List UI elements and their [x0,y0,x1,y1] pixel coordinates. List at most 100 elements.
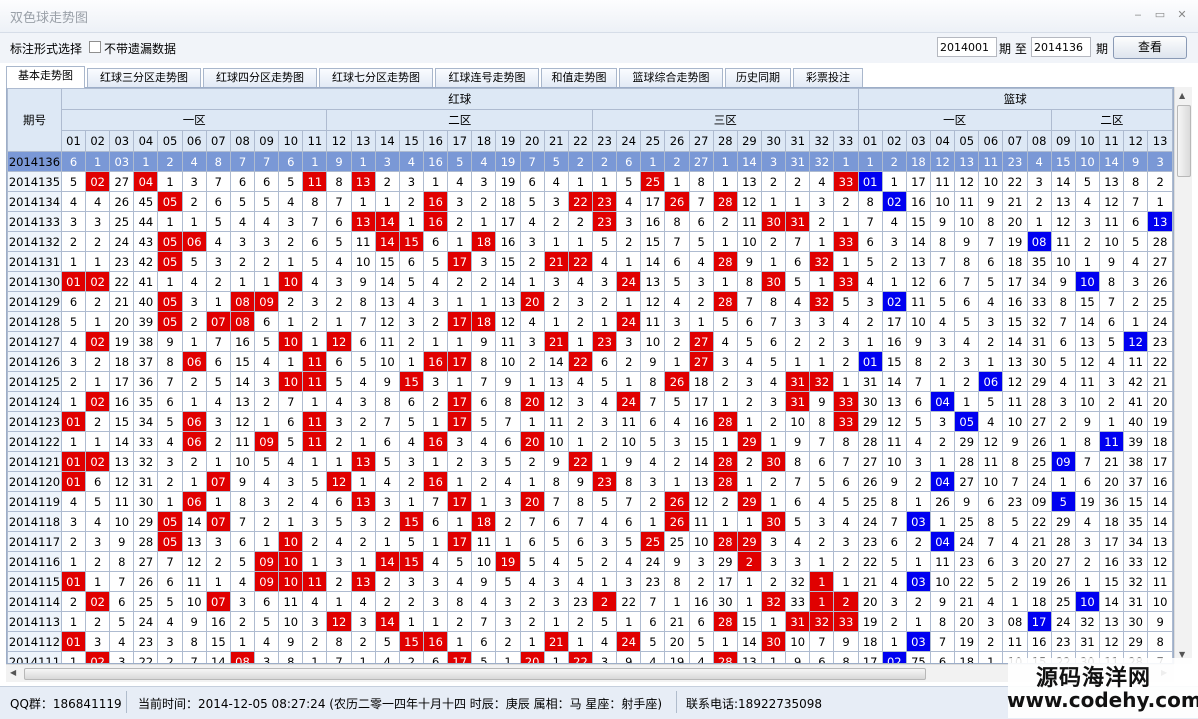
tab-1[interactable]: 红球三分区走势图 [87,68,201,87]
red-hit-cell: 10 [278,331,304,352]
table-row[interactable]: 2014111 1 02 3 22 2 7 14 08 3 8 1 7 1 4 2 6 17 5 1 20 1 22 3 9 4 1… [7,651,1173,663]
table-row[interactable]: 2014136 6 1 03 1 2 4 8 7 7 6 1 9 1 3 4 16 5 4 19 7 5 2 2 6 1 2 27 1 1… [7,151,1173,172]
tab-0[interactable]: 基本走势图 [6,66,85,88]
table-row[interactable]: 2014127 4 02 19 38 9 1 7 16 5 10 1 12 6 11 2 1 1 9 11 3 21 1 23… [7,331,1173,352]
table-row[interactable]: 2014115 01 1 7 26 6 11 1 4 09 10 11 2 13 2 3 3 4 9 5 4 3 4 1 3 23… [7,571,1173,592]
red-hit-cell: 13 [350,491,376,512]
table-row[interactable]: 2014130 01 02 22 41 1 4 2 1 1 10 4 3 9 14 5 4 2 2 14 1 3 4 3 24 1… [7,271,1173,292]
red-omit-cell: 4 [60,331,87,352]
blue-hit-cell: 03 [905,631,931,652]
no-omission-checkbox[interactable] [89,41,101,53]
qq-group: QQ群：186841119 [10,697,122,711]
blue-omit-cell: 20 [1098,471,1125,492]
table-row[interactable]: 2014126 3 2 18 37 8 06 6 15 4 1 11 6 5 10 1 16 17 8 10 2 14 22… [7,351,1173,372]
table-row[interactable]: 2014121 01 02 13 32 3 2 1 10 5 4 1 1 13 5 3 1 2 3 5 2 9 22 1 9 4 2… [7,451,1173,472]
table-row[interactable]: 2014128 5 1 20 39 05 2 07 08 6 1 2 1 7 12 3 2 17 18 12 4 1 2 1 2… [7,311,1173,332]
table-row[interactable]: 2014120 01 6 12 31 2 1 07 9 4 3 5 12 1 4 2 16 1 2 4 1 8 9 23 8 3 1… [7,471,1173,492]
red-omit-cell: 6 [567,531,594,552]
red-omit-cell: 6 [809,651,835,663]
scroll-up-icon[interactable]: ▲ [1179,91,1186,100]
table-row[interactable]: 2014117 2 3 9 28 05 13 3 6 1 10 2 4 2 1 5 1 17 11 1 6 5 6 3 5 25 2… [7,531,1173,552]
number-row: 01 02 03 04 05 06 07 08 09 10 11 12 13 14 15 16 17 18 19 20… [8,130,1173,152]
red-omit-cell: 33 [785,591,811,612]
table-row[interactable]: 2014133 3 3 25 44 1 1 5 4 4 3 7 6 13 14 1 16 2 1 17 4 2 2 23 3 16… [7,211,1173,232]
table-row[interactable]: 2014118 3 4 10 29 05 14 07 7 2 1 3 5 3 2 15 6 1 18 2 7 6 7 4 6 1 2… [7,511,1173,532]
blue-omit-cell: 6 [954,291,980,312]
horizontal-scrollbar[interactable]: ◀ ▶ [6,664,1174,682]
red-omit-cell: 7 [471,611,497,632]
red-omit-cell: 4 [229,211,256,232]
red-omit-cell: 9 [785,651,811,663]
table-row[interactable]: 2014122 1 1 14 33 4 06 2 11 09 5 11 2 1 6 4 16 3 4 6 20 10 1 2 1… [7,431,1173,452]
red-omit-cell: 18 [109,351,135,372]
blue-omit-cell: 7 [978,531,1004,552]
red-omit-cell: 3 [423,571,449,592]
red-omit-cell: 6 [205,191,231,212]
query-button[interactable]: 查看 [1113,36,1187,59]
red-omit-cell: 4 [60,491,87,512]
status-divider [126,691,127,713]
red-omit-cell: 8 [760,291,787,312]
table-row[interactable]: 2014116 1 2 8 27 7 12 2 5 09 10 1 3 1 14 15 4 5 10 19 5 4 5 2 4 2… [7,551,1173,572]
from-period-input[interactable] [937,37,997,57]
vertical-scrollbar[interactable]: ▲ ▼ [1174,87,1192,664]
table-row[interactable]: 2014112 01 3 4 23 3 8 15 1 4 9 2 8 2 5 15 16 1 6 2 1 21 1 4 24 5 2… [7,631,1173,652]
red-omit-cell: 10 [109,511,135,532]
red-hit-cell: 29 [736,431,763,452]
vertical-scroll-thumb[interactable] [1177,105,1191,177]
red-hit-cell: 28 [712,411,738,432]
red-omit-cell: 7 [229,151,256,172]
red-omit-cell: 5 [712,311,738,332]
tab-6[interactable]: 篮球综合走势图 [619,68,723,87]
table-row[interactable]: 2014134 4 4 26 45 05 2 6 5 5 4 8 7 1 1 2 16 3 2 18 5 3 22 23 4 17… [7,191,1173,212]
table-row[interactable]: 2014132 2 2 24 43 05 06 4 3 3 2 6 5 11 14 15 6 1 18 16 3 1 1 5 2… [7,231,1173,252]
blue-omit-cell: 3 [1002,551,1028,572]
red-hit-cell: 02 [85,591,111,612]
tab-2[interactable]: 红球四分区走势图 [203,68,317,87]
close-icon[interactable]: ✕ [1177,8,1187,21]
red-hit-cell: 14 [374,611,400,632]
table-row[interactable]: 2014135 5 02 27 04 1 3 7 6 6 5 11 8 13 2 3 1 4 3 19 6 4 1 1 5 25 1… [7,171,1173,192]
blue-omit-cell: 38 [1123,451,1149,472]
red-omit-cell: 16 [109,391,135,412]
red-omit-cell: 8 [664,211,690,232]
table-row[interactable]: 2014114 2 02 6 25 5 10 07 3 6 11 4 1 4 2 2 3 8 4 3 2 3 23 2 22 7 1… [7,591,1173,612]
table-row[interactable]: 2014123 01 2 15 34 5 06 3 12 1 6 11 3 2 7 5 1 17 5 7 1 11 2 3 11… [7,411,1173,432]
red-omit-cell: 12 [229,411,256,432]
table-row[interactable]: 2014119 4 5 11 30 1 06 1 8 3 2 4 6 13 3 1 7 17 1 3 20 7 8 5 7 2 26… [7,491,1173,512]
table-row[interactable]: 2014113 1 2 5 24 4 9 16 2 5 10 3 12 3 14 1 1 2 7 3 2 1 2 5 1 6 21 6… [7,611,1173,632]
red-col-header: 33 [833,130,859,152]
tab-7[interactable]: 历史同期 [725,68,791,87]
minimize-icon[interactable]: ‒ [1134,8,1142,21]
blue-omit-cell: 33 [1026,291,1052,312]
red-omit-cell: 1 [760,251,787,272]
red-hit-cell: 09 [254,291,280,312]
red-omit-cell: 2 [181,371,207,392]
horizontal-scroll-thumb[interactable] [24,668,926,680]
maximize-icon[interactable]: ▭ [1154,8,1166,21]
red-omit-cell: 9 [181,611,207,632]
table-row[interactable]: 2014129 6 2 21 40 05 3 1 08 09 2 3 2 8 13 4 3 1 1 13 20 2 3 2 1 1… [7,291,1173,312]
to-period-input[interactable] [1031,37,1091,57]
blue-col-header: 02 [881,130,907,152]
red-omit-cell: 8 [326,631,352,652]
scroll-down-icon[interactable]: ▼ [1179,650,1186,659]
red-omit-cell: 5 [833,491,859,512]
table-row[interactable]: 2014131 1 1 23 42 05 5 3 2 2 1 5 4 10 15 6 5 17 3 15 2 21 22 4 1… [7,251,1173,272]
blue-omit-cell: 5 [857,251,883,272]
red-omit-cell: 1 [592,171,618,192]
red-omit-cell: 1 [712,171,738,192]
scroll-left-icon[interactable]: ◀ [10,668,17,677]
tab-3[interactable]: 红球七分区走势图 [319,68,433,87]
blue-ball-header: 篮球 [857,88,1173,110]
red-omit-cell: 1 [736,471,763,492]
blue-omit-cell: 8 [1050,291,1076,312]
tab-5[interactable]: 和值走势图 [541,68,617,87]
table-row[interactable]: 2014124 1 02 16 35 6 1 4 13 2 7 1 4 3 8 6 2 17 6 8 20 12 3 4 24 7… [7,391,1173,412]
blue-omit-cell: 11 [881,431,907,452]
table-row[interactable]: 2014125 2 1 17 36 7 2 5 14 3 10 11 5 4 9 15 3 1 7 9 1 13 4 5 1 8 2… [7,371,1173,392]
tab-4[interactable]: 红球连号走势图 [435,68,539,87]
red-omit-cell: 9 [785,431,811,452]
tab-8[interactable]: 彩票投注 [793,68,863,87]
red-omit-cell: 2 [785,331,811,352]
